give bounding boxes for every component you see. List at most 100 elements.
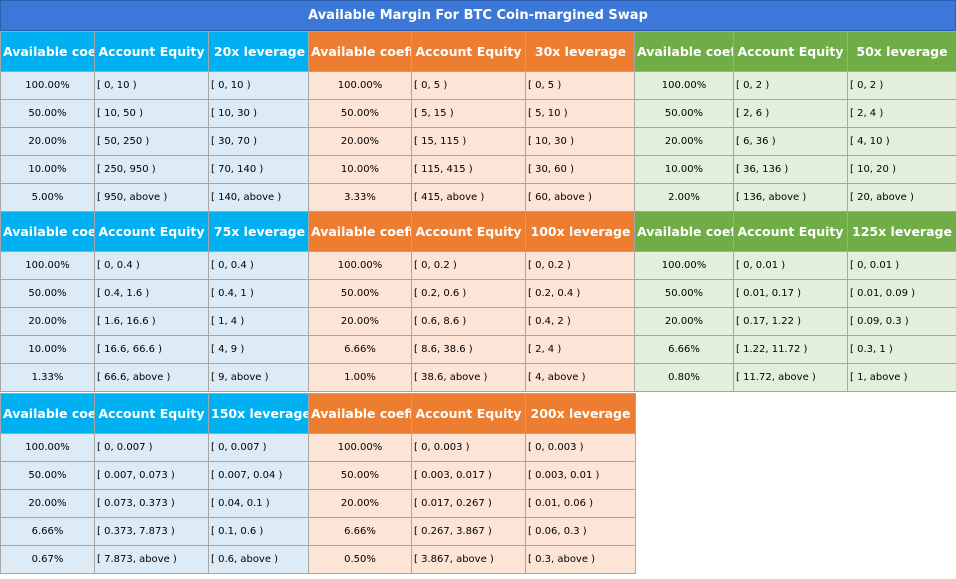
- equity-cell: [ 0.017, 0.267 ): [411, 489, 526, 518]
- equity-cell: [ 0.01, 0.17 ): [733, 279, 848, 308]
- equity-cell: [ 10, 50 ): [94, 99, 209, 128]
- leverage-cell: [ 5, 10 ): [525, 99, 636, 128]
- leverage-cell: [ 0, 0.01 ): [847, 251, 956, 280]
- leverage-cell: [ 0.2, 0.4 ): [525, 279, 636, 308]
- coefficient-cell: 100.00%: [0, 71, 95, 100]
- coefficient-cell: 10.00%: [634, 155, 734, 184]
- coefficient-cell: 50.00%: [0, 279, 95, 308]
- table-row: 20.00%[ 0.6, 8.6 )[ 0.4, 2 ): [308, 307, 636, 336]
- equity-cell: [ 7.873, above ): [94, 545, 209, 574]
- table-row: 100.00%[ 0, 2 )[ 0, 2 ): [634, 71, 956, 100]
- coefficient-cell: 20.00%: [308, 307, 412, 336]
- coefficient-cell: 100.00%: [0, 251, 95, 280]
- leverage-cell: [ 0, 0.007 ): [208, 433, 311, 462]
- margin-table-75x: Available coefficient Account Equity 75x…: [0, 211, 311, 392]
- header-leverage: 150x leverage: [208, 393, 311, 434]
- equity-cell: [ 250, 950 ): [94, 155, 209, 184]
- header-account-equity: Account Equity: [733, 211, 848, 252]
- equity-cell: [ 6, 36 ): [733, 127, 848, 156]
- equity-cell: [ 1.6, 16.6 ): [94, 307, 209, 336]
- leverage-cell: [ 20, above ): [847, 183, 956, 212]
- table-row: 100.00%[ 0, 5 )[ 0, 5 ): [308, 71, 636, 100]
- header-coefficient: Available coefficient: [634, 211, 734, 252]
- leverage-cell: [ 60, above ): [525, 183, 636, 212]
- leverage-cell: [ 0.04, 0.1 ): [208, 489, 311, 518]
- leverage-cell: [ 0.09, 0.3 ): [847, 307, 956, 336]
- header-account-equity: Account Equity: [411, 211, 526, 252]
- coefficient-cell: 10.00%: [0, 155, 95, 184]
- header-coefficient: Available coefficient: [0, 393, 95, 434]
- equity-cell: [ 16.6, 66.6 ): [94, 335, 209, 364]
- leverage-cell: [ 0.01, 0.06 ): [525, 489, 636, 518]
- equity-cell: [ 0, 0.003 ): [411, 433, 526, 462]
- coefficient-cell: 50.00%: [0, 99, 95, 128]
- table-row: 20.00%[ 0.017, 0.267 )[ 0.01, 0.06 ): [308, 489, 636, 518]
- table-row: 6.66%[ 8.6, 38.6 )[ 2, 4 ): [308, 335, 636, 364]
- coefficient-cell: 5.00%: [0, 183, 95, 212]
- coefficient-cell: 100.00%: [308, 71, 412, 100]
- header-account-equity: Account Equity: [411, 31, 526, 72]
- coefficient-cell: 50.00%: [308, 279, 412, 308]
- coefficient-cell: 20.00%: [634, 127, 734, 156]
- coefficient-cell: 0.50%: [308, 545, 412, 574]
- equity-cell: [ 3.867, above ): [411, 545, 526, 574]
- equity-cell: [ 0.003, 0.017 ): [411, 461, 526, 490]
- table-row: 6.66%[ 1.22, 11.72 )[ 0.3, 1 ): [634, 335, 956, 364]
- leverage-cell: [ 0.06, 0.3 ): [525, 517, 636, 546]
- leverage-cell: [ 0, 0.003 ): [525, 433, 636, 462]
- leverage-cell: [ 30, 60 ): [525, 155, 636, 184]
- leverage-cell: [ 2, 4 ): [847, 99, 956, 128]
- table-row: 50.00%[ 0.003, 0.017 )[ 0.003, 0.01 ): [308, 461, 636, 490]
- coefficient-cell: 100.00%: [308, 433, 412, 462]
- leverage-cell: [ 0, 5 ): [525, 71, 636, 100]
- header-coefficient: Available coefficient: [0, 211, 95, 252]
- table-row: 10.00%[ 250, 950 )[ 70, 140 ): [0, 155, 311, 184]
- header-account-equity: Account Equity: [94, 211, 209, 252]
- table-row: 20.00%[ 1.6, 16.6 )[ 1, 4 ): [0, 307, 311, 336]
- table-row: 20.00%[ 6, 36 )[ 4, 10 ): [634, 127, 956, 156]
- table-row: 2.00%[ 136, above )[ 20, above ): [634, 183, 956, 212]
- leverage-cell: [ 4, above ): [525, 363, 636, 392]
- coefficient-cell: 50.00%: [308, 461, 412, 490]
- table-row: 1.33%[ 66.6, above )[ 9, above ): [0, 363, 311, 392]
- header-leverage: 200x leverage: [525, 393, 636, 434]
- header-leverage: 100x leverage: [525, 211, 636, 252]
- coefficient-cell: 100.00%: [634, 251, 734, 280]
- leverage-cell: [ 10, 30 ): [208, 99, 311, 128]
- header-coefficient: Available coefficient: [0, 31, 95, 72]
- equity-cell: [ 15, 115 ): [411, 127, 526, 156]
- header-coefficient: Available coefficient: [308, 211, 412, 252]
- header-coefficient: Available coefficient: [308, 393, 412, 434]
- header-leverage: 30x leverage: [525, 31, 636, 72]
- leverage-cell: [ 140, above ): [208, 183, 311, 212]
- coefficient-cell: 100.00%: [634, 71, 734, 100]
- equity-cell: [ 115, 415 ): [411, 155, 526, 184]
- leverage-cell: [ 0.4, 1 ): [208, 279, 311, 308]
- coefficient-cell: 10.00%: [308, 155, 412, 184]
- coefficient-cell: 20.00%: [0, 489, 95, 518]
- coefficient-cell: 50.00%: [308, 99, 412, 128]
- table-row: 50.00%[ 0.2, 0.6 )[ 0.2, 0.4 ): [308, 279, 636, 308]
- table-row: 6.66%[ 0.373, 7.873 )[ 0.1, 0.6 ): [0, 517, 311, 546]
- leverage-cell: [ 10, 30 ): [525, 127, 636, 156]
- leverage-cell: [ 0, 2 ): [847, 71, 956, 100]
- equity-cell: [ 5, 15 ): [411, 99, 526, 128]
- coefficient-cell: 0.67%: [0, 545, 95, 574]
- header-account-equity: Account Equity: [733, 31, 848, 72]
- table-row: 20.00%[ 50, 250 )[ 30, 70 ): [0, 127, 311, 156]
- leverage-cell: [ 0, 10 ): [208, 71, 311, 100]
- equity-cell: [ 0, 0.2 ): [411, 251, 526, 280]
- equity-cell: [ 415, above ): [411, 183, 526, 212]
- table-row: 3.33%[ 415, above )[ 60, above ): [308, 183, 636, 212]
- table-row: 100.00%[ 0, 0.01 )[ 0, 0.01 ): [634, 251, 956, 280]
- leverage-cell: [ 0.6, above ): [208, 545, 311, 574]
- leverage-cell: [ 0.3, above ): [525, 545, 636, 574]
- table-row: 1.00%[ 38.6, above )[ 4, above ): [308, 363, 636, 392]
- header-coefficient: Available coefficient: [308, 31, 412, 72]
- table-row: 50.00%[ 10, 50 )[ 10, 30 ): [0, 99, 311, 128]
- coefficient-cell: 20.00%: [308, 489, 412, 518]
- leverage-cell: [ 0.1, 0.6 ): [208, 517, 311, 546]
- table-row: 50.00%[ 2, 6 )[ 2, 4 ): [634, 99, 956, 128]
- equity-cell: [ 2, 6 ): [733, 99, 848, 128]
- table-row: 0.80%[ 11.72, above )[ 1, above ): [634, 363, 956, 392]
